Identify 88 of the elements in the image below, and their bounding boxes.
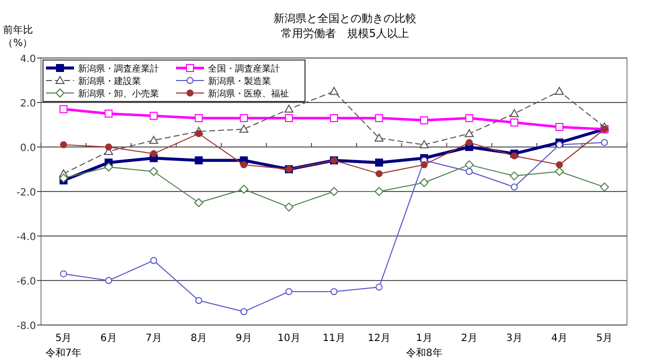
point: [240, 308, 248, 316]
x-tick-label: 4月: [551, 333, 568, 344]
x-tick-label: 5月: [55, 333, 72, 344]
point: [330, 86, 338, 95]
point: [374, 134, 384, 142]
x-tick-label: 12月: [368, 333, 390, 344]
point: [464, 160, 474, 170]
x-tick-label: 7月: [146, 333, 162, 344]
legend-label: 新潟県・医療、福祉: [208, 88, 289, 100]
point: [374, 187, 384, 196]
legend-label: 新潟県・製造業: [208, 76, 271, 87]
y-tick-label: -2.0: [16, 188, 36, 198]
x-tick-label: 5月: [596, 333, 613, 344]
point: [600, 139, 608, 146]
point: [60, 105, 68, 114]
x-tick-label: 8月: [190, 333, 207, 344]
x-tick-label: 11月: [322, 333, 346, 344]
y-tick-label: 0.0: [20, 143, 36, 154]
point: [420, 161, 428, 168]
y-tick-label: 2.0: [20, 98, 36, 110]
point: [239, 184, 248, 194]
chart-subtitle: 常用労働者 規模5人以上: [281, 27, 409, 40]
x-tick-label: 1月: [416, 333, 432, 344]
point: [465, 114, 474, 122]
legend-label: 新潟県・卸、小売業: [78, 88, 159, 100]
chart-title: 新潟県と全国との動きの比較: [274, 12, 416, 25]
x-tick-label: 2月: [461, 333, 478, 344]
x-tick-label: 3月: [506, 333, 522, 344]
point: [149, 166, 158, 176]
point: [59, 174, 68, 183]
point: [330, 288, 338, 296]
point: [420, 140, 429, 148]
point: [240, 114, 248, 122]
point: [194, 198, 204, 208]
point: [375, 158, 384, 167]
point: [376, 284, 383, 291]
text: 令和8年: [406, 347, 442, 359]
text: 令和7年: [45, 347, 82, 359]
point: [284, 104, 294, 113]
y-axis-title: 前年比（%）: [2, 24, 34, 50]
point: [284, 202, 294, 212]
point: [60, 270, 68, 278]
point: [194, 114, 203, 122]
y-tick-label: -8.0: [16, 321, 36, 332]
point: [104, 110, 113, 118]
point: [105, 277, 112, 284]
y-tick-label: -4.0: [16, 232, 36, 243]
point: [420, 178, 429, 188]
point: [194, 156, 203, 164]
point: [510, 152, 518, 160]
legend-label: 全国・調査産業計: [208, 64, 280, 74]
point: [240, 161, 248, 168]
legend-label: 新潟県・建設業: [78, 76, 141, 87]
point: [195, 297, 202, 304]
point: [556, 161, 563, 168]
point: [510, 118, 518, 127]
point: [150, 150, 158, 158]
y-tick-label: 4.0: [20, 54, 36, 65]
point: [330, 187, 338, 196]
point: [150, 256, 158, 264]
point: [510, 171, 519, 180]
x-tick-label: 10月: [278, 333, 300, 344]
point: [556, 141, 563, 148]
point: [466, 168, 473, 175]
point: [554, 86, 564, 95]
point: [376, 170, 383, 178]
point: [149, 136, 158, 144]
point: [375, 114, 384, 122]
point: [510, 184, 518, 191]
point: [60, 141, 68, 148]
point: [195, 130, 202, 138]
x-tick-label: 9月: [236, 333, 252, 344]
y-tick-label: -6.0: [16, 276, 36, 288]
point: [284, 114, 293, 122]
point: [330, 114, 338, 122]
point: [600, 182, 609, 192]
point: [150, 112, 158, 120]
point: [285, 288, 292, 296]
point: [420, 116, 428, 124]
point: [104, 162, 114, 172]
point: [239, 124, 248, 133]
point: [466, 139, 473, 146]
point: [555, 122, 564, 131]
x-tick-label: 6月: [100, 333, 117, 344]
point: [464, 129, 474, 138]
point: [105, 144, 112, 150]
legend-label: 新潟県・調査産業計: [78, 64, 159, 74]
point: [510, 109, 519, 118]
